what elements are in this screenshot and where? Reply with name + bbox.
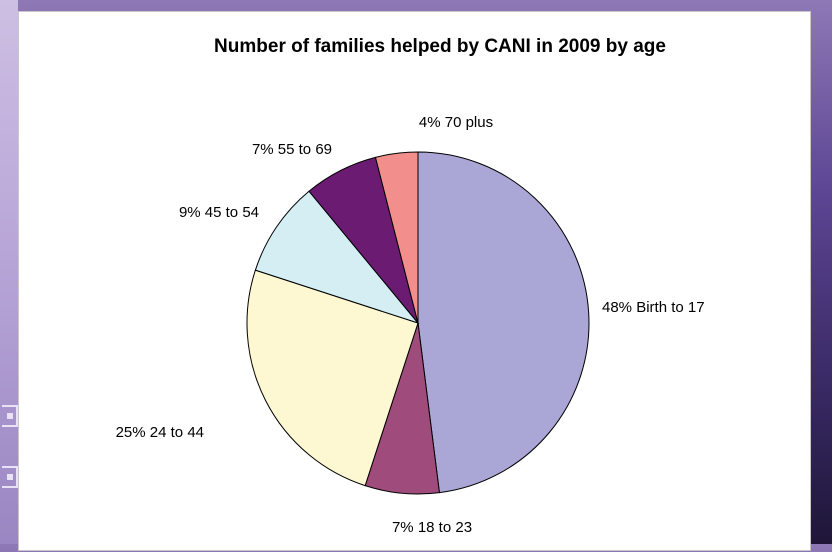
slice-label: 48% Birth to 17 [602, 299, 705, 316]
pie-chart: Number of families helped by CANI in 200… [116, 36, 705, 536]
bracket-ornament-icon [2, 405, 18, 427]
pie-slice [374, 151, 419, 324]
chart-panel: Number of families helped by CANI in 200… [18, 11, 811, 551]
slice-label: 7% 55 to 69 [252, 141, 332, 158]
chart-title: Number of families helped by CANI in 200… [214, 36, 666, 57]
pie-slices [246, 151, 590, 495]
slice-label: 25% 24 to 44 [116, 424, 204, 441]
pie-labels: 48% Birth to 17 7% 18 to 23 25% 24 to 44 9%… [116, 114, 705, 536]
slice-label: 9% 45 to 54 [179, 204, 259, 221]
pie-slice [254, 190, 420, 325]
slice-label: 7% 18 to 23 [392, 519, 472, 536]
pie-slice [246, 269, 419, 487]
bracket-ornament-icon [2, 466, 18, 488]
slice-label: 4% 70 plus [419, 114, 493, 131]
decorative-side-strip [0, 0, 18, 544]
pie-slice [417, 151, 590, 494]
